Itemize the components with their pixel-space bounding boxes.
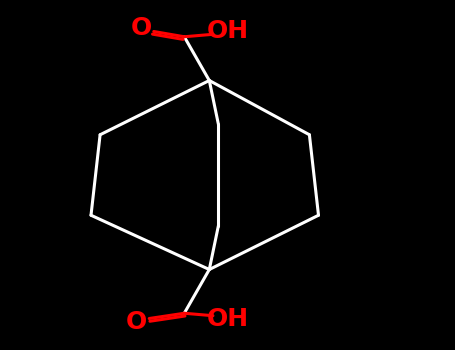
Text: O: O: [126, 310, 147, 334]
Text: OH: OH: [207, 20, 248, 43]
Text: O: O: [131, 16, 152, 40]
Text: OH: OH: [207, 307, 248, 330]
